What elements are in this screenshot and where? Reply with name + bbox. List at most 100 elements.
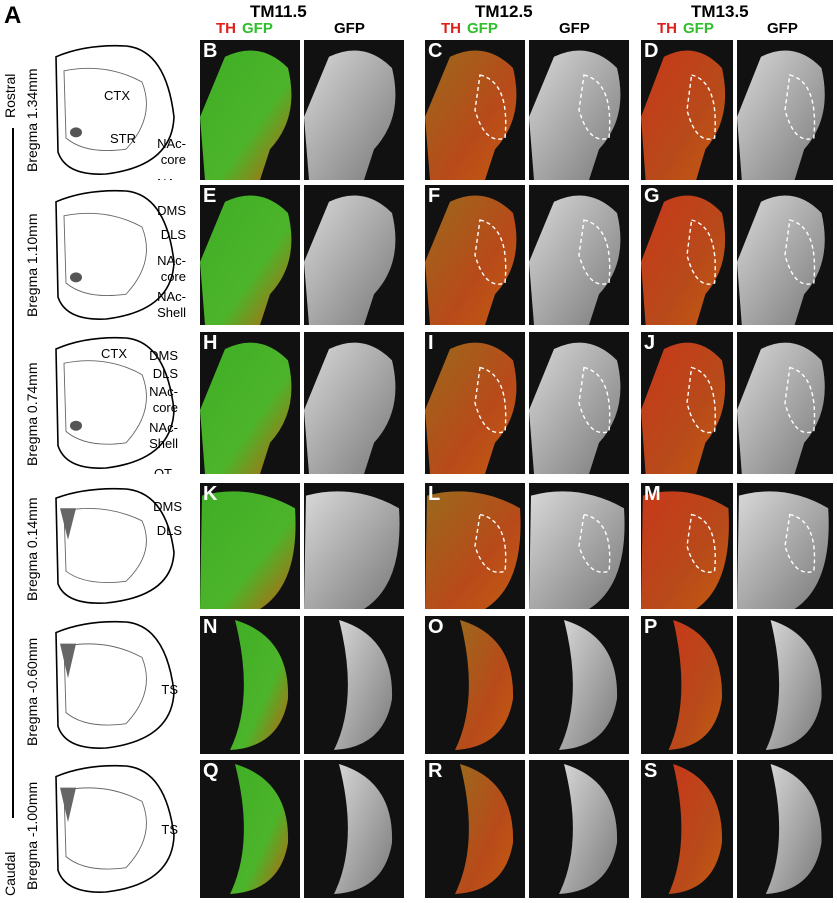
region-label: NAc- [149,384,178,399]
gfp-image-panel [529,40,629,180]
region-label: OT [154,466,172,474]
dashed-boundary [686,513,716,573]
dashed-boundary [686,366,716,434]
region-label: CTX [104,88,130,103]
tissue-shape [200,50,292,180]
merge-image-panel: N [200,616,300,754]
tissue-shape [641,50,726,180]
striatum-outline [63,787,147,870]
column-title: TM12.5 [475,2,533,21]
region-label: TS [161,682,178,697]
merge-image-panel: R [425,760,525,898]
panel-letter: B [203,40,218,62]
hemisphere-outline [55,487,175,604]
tissue-shape [230,620,289,750]
tissue-section [304,195,396,325]
panel-letter: Q [203,760,219,782]
hemisphere-outline [55,620,175,749]
tissue-section [559,764,618,894]
merge-image-panel: M [641,483,733,609]
coronal-schematic: TS [55,620,178,749]
dashed-boundary [578,74,611,140]
tissue-section [737,491,829,609]
tissue-section [641,491,729,609]
region-label: core [153,400,178,415]
panel-letter: I [428,332,434,354]
region-label: NAc- [157,176,186,180]
tissue-section [455,764,514,894]
panel-letter: G [644,185,660,207]
column-title: TM11.5 [250,2,307,21]
gfp-image-panel [737,40,833,180]
gfp-image-panel [737,616,833,754]
tissue-shape [529,491,625,609]
ventricle [60,508,76,540]
gfp-merge-channel-label: GFP [242,20,273,37]
merge-image-panel: O [425,616,525,754]
hemisphere-outline [55,189,175,320]
tissue-shape [425,342,517,474]
striatum-outline [63,360,147,445]
tissue-shape [529,342,621,474]
anterior-commissure [70,272,82,283]
tissue-section [425,491,521,609]
panel-letter: S [644,760,658,782]
region-label: TS [161,822,178,837]
dashed-boundary [784,513,816,573]
region-label: DMS [157,203,186,218]
hemisphere-outline [55,336,175,469]
tissue-shape [737,195,825,325]
hemisphere-outline [55,764,175,893]
gfp-image-panel [737,483,833,609]
region-label: Shell [157,305,186,320]
anterior-commissure [70,127,82,138]
tissue-shape [304,491,400,609]
coronal-schematic: DMS DLS [55,487,183,604]
gfp-channel-label: GFP [559,20,590,37]
gfp-image-panel [304,40,404,180]
bregma-label: Bregma 0.74mm [24,362,40,466]
panel-letter: P [644,616,658,638]
dashed-boundary [474,74,507,140]
dashed-boundary [784,219,816,285]
bregma-label: Bregma 1.34mm [24,68,40,172]
tissue-section [641,50,726,180]
merge-image-panel: L [425,483,525,609]
panel-letter: D [644,40,659,62]
region-label: DLS [161,227,187,242]
ventricle [60,643,76,679]
gfp-channel-label: GFP [767,20,798,37]
tissue-shape [668,620,723,750]
merge-image-panel: F [425,185,525,325]
tissue-section [668,620,723,750]
hemisphere-outline [55,44,175,175]
coronal-schematic: TS [55,764,178,893]
region-label: DLS [157,523,183,538]
tissue-shape [765,764,822,894]
bregma-label: Bregma -1.00mm [24,781,40,890]
tissue-section [334,620,393,750]
dashed-boundary [784,366,816,434]
striatum-outline [63,212,147,297]
caudal-label: Caudal [2,851,18,896]
tissue-shape [668,764,723,894]
tissue-shape [334,764,393,894]
gfp-image-panel [529,760,629,898]
tissue-shape [200,491,296,609]
gfp-image-panel [304,185,404,325]
panel-letter: E [203,185,217,207]
tissue-section [455,620,514,750]
tissue-shape [304,50,396,180]
dashed-boundary [578,366,611,434]
dashed-boundary [686,74,716,140]
striatum-outline [63,508,147,583]
tissue-section [425,195,517,325]
tissue-section [304,50,396,180]
region-label: NAc- [157,136,186,151]
tissue-section [230,620,289,750]
tissue-section [737,342,825,474]
panel-letter: J [644,332,656,354]
gfp-merge-channel-label: GFP [683,20,714,37]
tissue-shape [737,50,825,180]
region-label: Shell [149,436,178,451]
